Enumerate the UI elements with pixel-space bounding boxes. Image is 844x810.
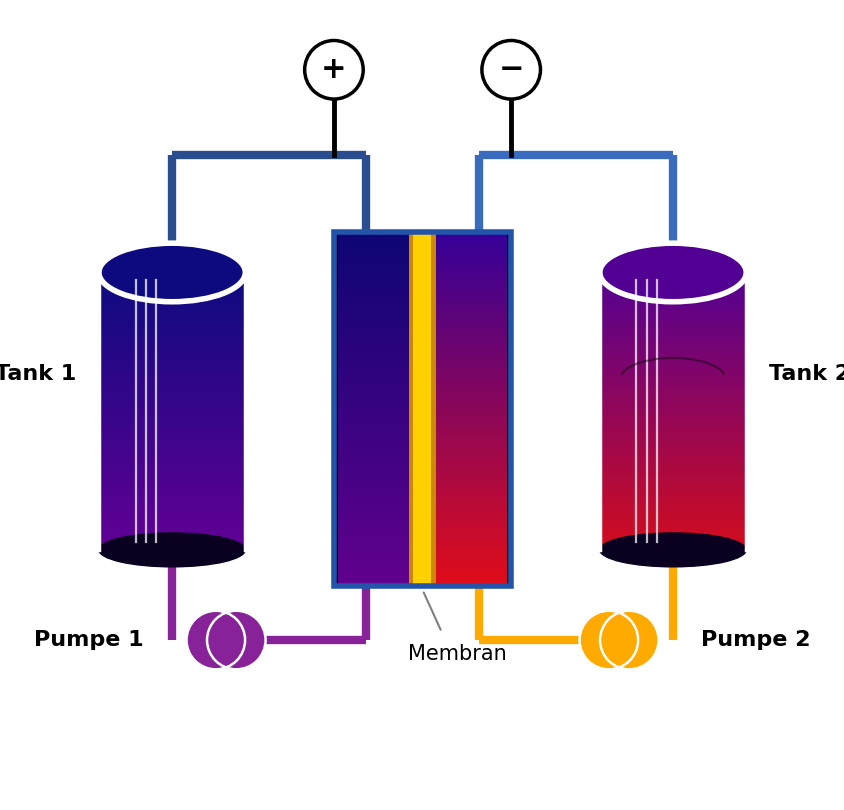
Ellipse shape	[99, 533, 245, 567]
Circle shape	[599, 611, 657, 669]
Text: Tank 2: Tank 2	[768, 364, 844, 384]
Bar	[409, 232, 436, 586]
Circle shape	[187, 611, 245, 669]
Ellipse shape	[599, 243, 745, 302]
Circle shape	[481, 40, 540, 99]
Text: Membran: Membran	[408, 644, 506, 664]
Text: Pumpe 1: Pumpe 1	[35, 630, 143, 650]
Text: Tank 1: Tank 1	[0, 364, 76, 384]
Bar	[333, 232, 511, 586]
Circle shape	[579, 611, 637, 669]
Text: Pumpe 2: Pumpe 2	[701, 630, 809, 650]
Circle shape	[305, 40, 363, 99]
Bar	[412, 232, 430, 586]
Ellipse shape	[599, 533, 745, 567]
Circle shape	[207, 611, 265, 669]
Bar	[333, 232, 511, 586]
Text: +: +	[321, 55, 346, 84]
Text: −: −	[498, 55, 523, 84]
Ellipse shape	[99, 243, 245, 302]
